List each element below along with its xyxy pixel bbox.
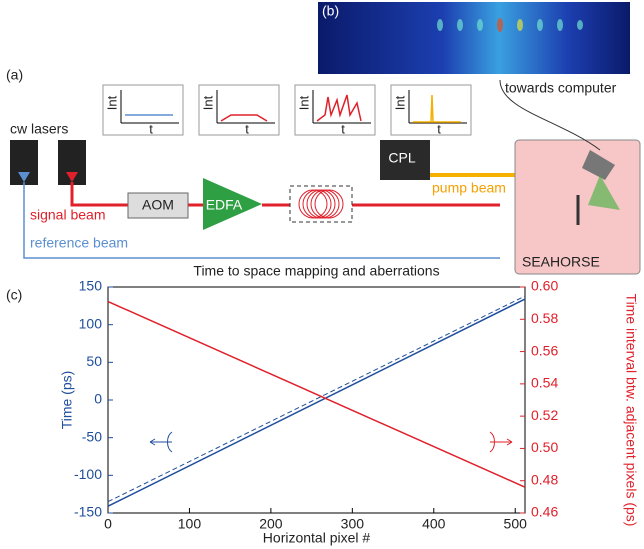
fiber-coil xyxy=(299,190,343,218)
axis-arrow xyxy=(490,432,512,452)
y-tick-label: -100 xyxy=(74,466,102,482)
x-tick-label: 500 xyxy=(504,516,528,532)
y-tick-label: -150 xyxy=(74,504,102,520)
label: CPL xyxy=(388,150,415,166)
figure: (b) (a) cw lasers AOM EDFA CPL signal be… xyxy=(0,0,644,549)
label: cw lasers xyxy=(10,121,68,137)
y-tick-label: 0 xyxy=(94,391,102,407)
y2-tick-label: 0.46 xyxy=(531,504,558,520)
y2-axis-label: Time interval btw. adjacent pixels (ps) xyxy=(623,294,639,527)
series-line xyxy=(108,296,525,502)
chart-title: Time to space mapping and aberrations xyxy=(193,263,439,279)
label: SEAHORSE xyxy=(522,254,600,270)
page: (b) (a) cw lasers AOM EDFA CPL signal be… xyxy=(0,0,644,549)
x-tick-label: 0 xyxy=(104,516,112,532)
panel-label: (c) xyxy=(6,287,22,303)
y2-tick-label: 0.60 xyxy=(531,278,558,294)
inset-label: t xyxy=(437,121,441,136)
y-tick-label: 150 xyxy=(79,278,103,294)
inset-label: t xyxy=(245,121,249,136)
inset-label: Int xyxy=(200,95,215,110)
inset-label: Int xyxy=(392,95,407,110)
label: reference beam xyxy=(30,235,128,251)
y2-tick-label: 0.52 xyxy=(531,407,558,423)
y-tick-label: 100 xyxy=(79,315,103,331)
x-tick-label: 400 xyxy=(422,516,446,532)
panel-label: (b) xyxy=(322,3,339,19)
x-tick-label: 100 xyxy=(178,516,202,532)
y2-tick-label: 0.54 xyxy=(531,375,558,391)
inset-label: Int xyxy=(104,95,119,110)
label: signal beam xyxy=(30,207,106,223)
x-axis-label: Horizontal pixel # xyxy=(263,530,371,546)
panel-label: (a) xyxy=(6,67,23,83)
inset-label: t xyxy=(341,121,345,136)
label: pump beam xyxy=(432,180,506,196)
label: AOM xyxy=(142,197,174,213)
y-axis-label: Time (ps) xyxy=(59,371,75,430)
y-tick-label: -50 xyxy=(82,428,102,444)
camera-image xyxy=(318,2,630,74)
axis-arrow xyxy=(150,432,172,452)
y2-tick-label: 0.56 xyxy=(531,342,558,358)
y2-tick-label: 0.50 xyxy=(531,439,558,455)
inset-label: Int xyxy=(296,95,311,110)
label: towards computer xyxy=(505,80,617,96)
y2-tick-label: 0.48 xyxy=(531,471,558,487)
plot-frame xyxy=(108,287,525,513)
inset-label: t xyxy=(149,121,153,136)
label: EDFA xyxy=(206,197,243,213)
y-tick-label: 50 xyxy=(86,353,102,369)
y2-tick-label: 0.58 xyxy=(531,310,558,326)
